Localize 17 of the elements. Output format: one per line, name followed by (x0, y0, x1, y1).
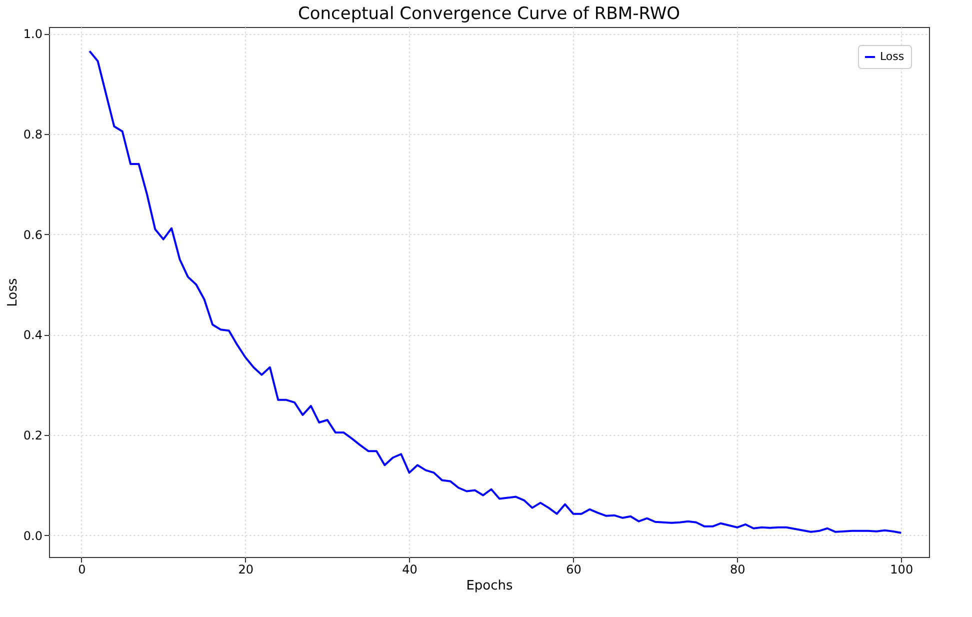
y-tick-label: 0.4 (23, 328, 42, 342)
x-tick-label: 0 (78, 562, 86, 576)
y-tick-label: 0.0 (23, 528, 42, 543)
x-tick-label: 80 (730, 562, 746, 576)
x-axis-title: Epochs (466, 578, 514, 594)
legend-label: Loss (880, 50, 904, 63)
y-axis-title: Loss (5, 278, 20, 307)
y-tick-label: 0.2 (23, 428, 42, 443)
line-series (88, 50, 902, 534)
x-tick-label: 100 (890, 562, 914, 576)
y-tick-label: 0.6 (23, 228, 42, 242)
y-tick-label: 1.0 (23, 27, 42, 42)
x-tick-label: 60 (566, 562, 582, 576)
chart-title: Conceptual Convergence Curve of RBM-RWO (298, 4, 680, 24)
y-tick-label: 0.8 (23, 127, 42, 142)
x-tick-label: 20 (238, 562, 254, 576)
x-tick-label: 40 (402, 562, 418, 576)
